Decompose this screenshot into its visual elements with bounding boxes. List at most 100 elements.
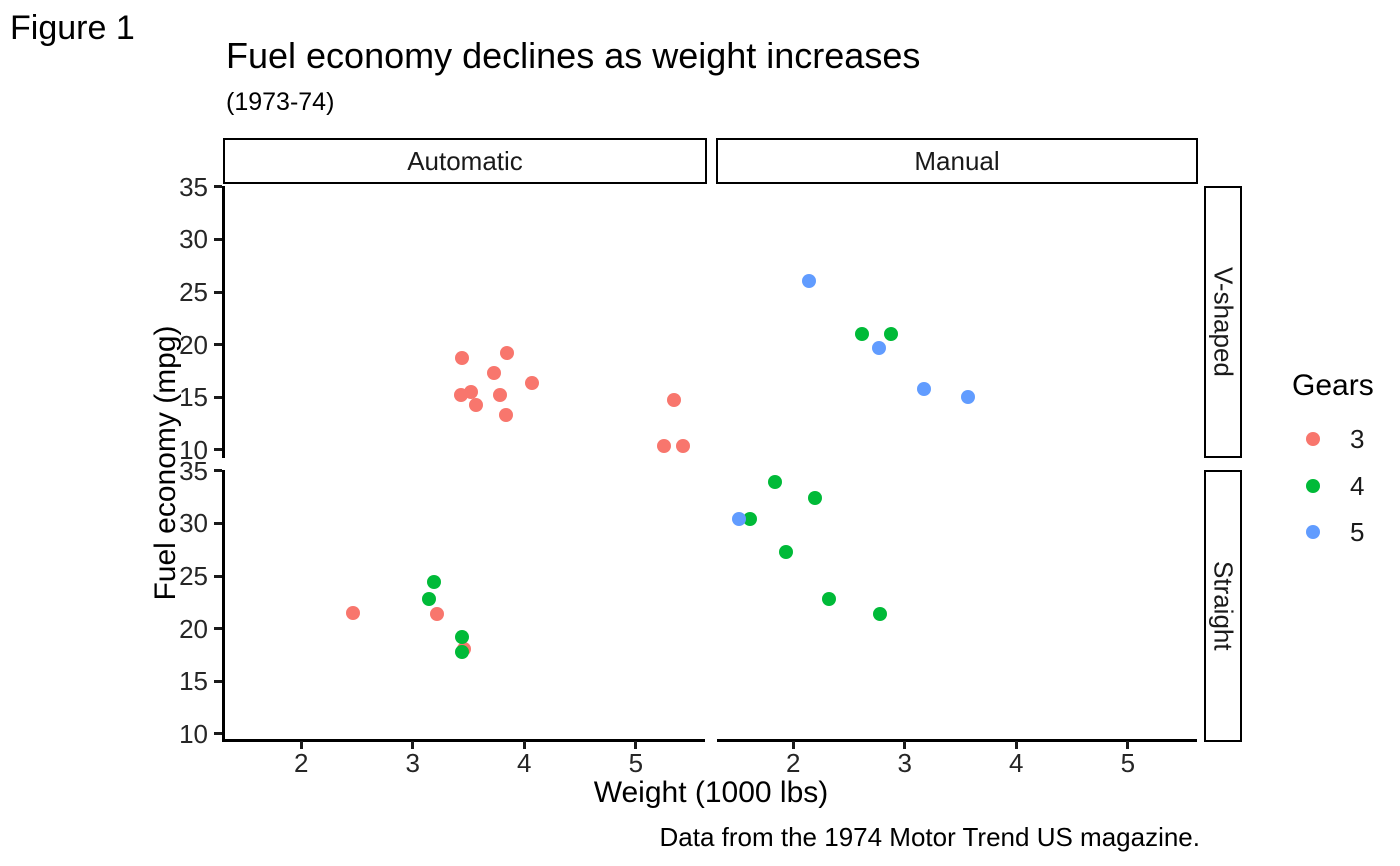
x-tick-label: 4 [1009, 748, 1024, 778]
legend-entry-label: 4 [1350, 470, 1365, 501]
facet-strip-manual-label: Manual [914, 145, 1000, 176]
facet-strip-automatic-label: Automatic [407, 145, 523, 176]
panel-automatic-v-shaped [225, 186, 705, 458]
data-point [656, 438, 671, 453]
x-tick-label: 2 [293, 748, 309, 778]
facet-strip-straight-label: Straight [1208, 561, 1239, 651]
facet-strip-straight: Straight [1204, 470, 1242, 742]
chart-caption: Data from the 1974 Motor Trend US magazi… [659, 822, 1201, 852]
data-point [667, 393, 682, 408]
data-point [767, 475, 782, 490]
data-point [454, 351, 469, 366]
data-point [499, 408, 514, 423]
y-tick-mark [214, 185, 222, 189]
chart-title: Fuel economy declines as weight increase… [226, 35, 921, 76]
y-tick-label: 30 [179, 224, 208, 255]
data-point [487, 366, 502, 381]
y-tick-label: 20 [179, 329, 208, 360]
data-point [731, 512, 746, 527]
x-axis-title: Weight (1000 lbs) [593, 776, 829, 809]
y-tick-label: 20 [179, 613, 208, 644]
x-tick-mark [903, 741, 907, 749]
x-axis-line-automatic [222, 739, 705, 742]
data-point [801, 274, 816, 289]
x-tick-mark [1014, 741, 1018, 749]
data-point [872, 340, 887, 355]
data-point [961, 390, 976, 405]
data-point [499, 346, 514, 361]
x-tick-label: 2 [785, 748, 801, 778]
y-tick-label: 35 [179, 455, 208, 486]
data-point [469, 397, 484, 412]
data-point [873, 606, 888, 621]
facet-strip-v-shaped-label: V-shaped [1208, 267, 1239, 377]
data-point [808, 491, 823, 506]
data-point [492, 388, 507, 403]
x-tick-label: 3 [897, 748, 912, 778]
facet-strip-v-shaped: V-shaped [1204, 186, 1242, 458]
y-tick-label: 35 [179, 171, 208, 202]
legend-entry-label: 3 [1350, 424, 1365, 454]
y-tick-label: 30 [179, 508, 208, 539]
x-tick-label: 3 [405, 748, 420, 778]
x-tick-mark [522, 741, 526, 749]
y-tick-label: 10 [179, 434, 208, 465]
x-tick-label: 5 [1120, 748, 1136, 778]
panel-manual-straight [717, 470, 1197, 742]
legend-key-dot [1306, 478, 1320, 493]
data-point [855, 327, 870, 342]
panel-automatic-straight [225, 470, 705, 742]
legend-key-dot [1306, 432, 1320, 446]
y-tick-mark [214, 627, 222, 631]
y-tick-mark [214, 237, 222, 241]
x-tick-mark [1126, 741, 1130, 749]
data-point [426, 575, 441, 590]
x-axis-line-manual [717, 739, 1197, 742]
chart-subtitle: (1973-74) [226, 88, 335, 116]
x-tick-label: 4 [517, 748, 532, 778]
data-point [676, 438, 691, 453]
y-tick-mark [214, 469, 222, 473]
y-tick-label: 15 [179, 382, 208, 413]
x-tick-mark [791, 741, 795, 749]
y-axis-line-bottom-row [222, 470, 225, 742]
y-tick-mark [214, 448, 222, 452]
data-point [821, 592, 836, 607]
y-tick-mark [214, 679, 222, 683]
data-point [422, 592, 437, 607]
data-point [454, 644, 469, 659]
data-point [778, 544, 793, 559]
y-tick-mark [214, 732, 222, 736]
legend-key-dot [1306, 525, 1320, 539]
y-tick-mark [214, 290, 222, 294]
data-point [429, 606, 444, 621]
legend-title: Gears [1292, 369, 1374, 402]
y-tick-mark [214, 574, 222, 578]
y-tick-mark [214, 395, 222, 399]
figure-label: Figure 1 [10, 9, 135, 47]
data-point [883, 327, 898, 342]
y-tick-mark [214, 521, 222, 525]
data-point [743, 512, 758, 527]
x-tick-mark [299, 741, 303, 749]
data-point [346, 605, 361, 620]
y-axis-line-top-row [222, 186, 225, 458]
y-tick-label: 25 [179, 277, 208, 307]
x-tick-mark [634, 741, 638, 749]
x-tick-mark [411, 741, 415, 749]
data-point [525, 375, 540, 390]
y-tick-mark [214, 343, 222, 347]
y-tick-label: 15 [179, 666, 208, 697]
y-tick-label: 10 [179, 718, 208, 749]
facet-strip-manual: Manual [716, 138, 1198, 184]
data-point [454, 630, 469, 645]
y-tick-label: 25 [179, 561, 208, 591]
panel-manual-v-shaped [717, 186, 1197, 458]
legend-entry-label: 5 [1350, 517, 1365, 547]
facet-strip-automatic: Automatic [223, 138, 707, 184]
data-point [454, 388, 469, 403]
data-point [916, 381, 931, 396]
